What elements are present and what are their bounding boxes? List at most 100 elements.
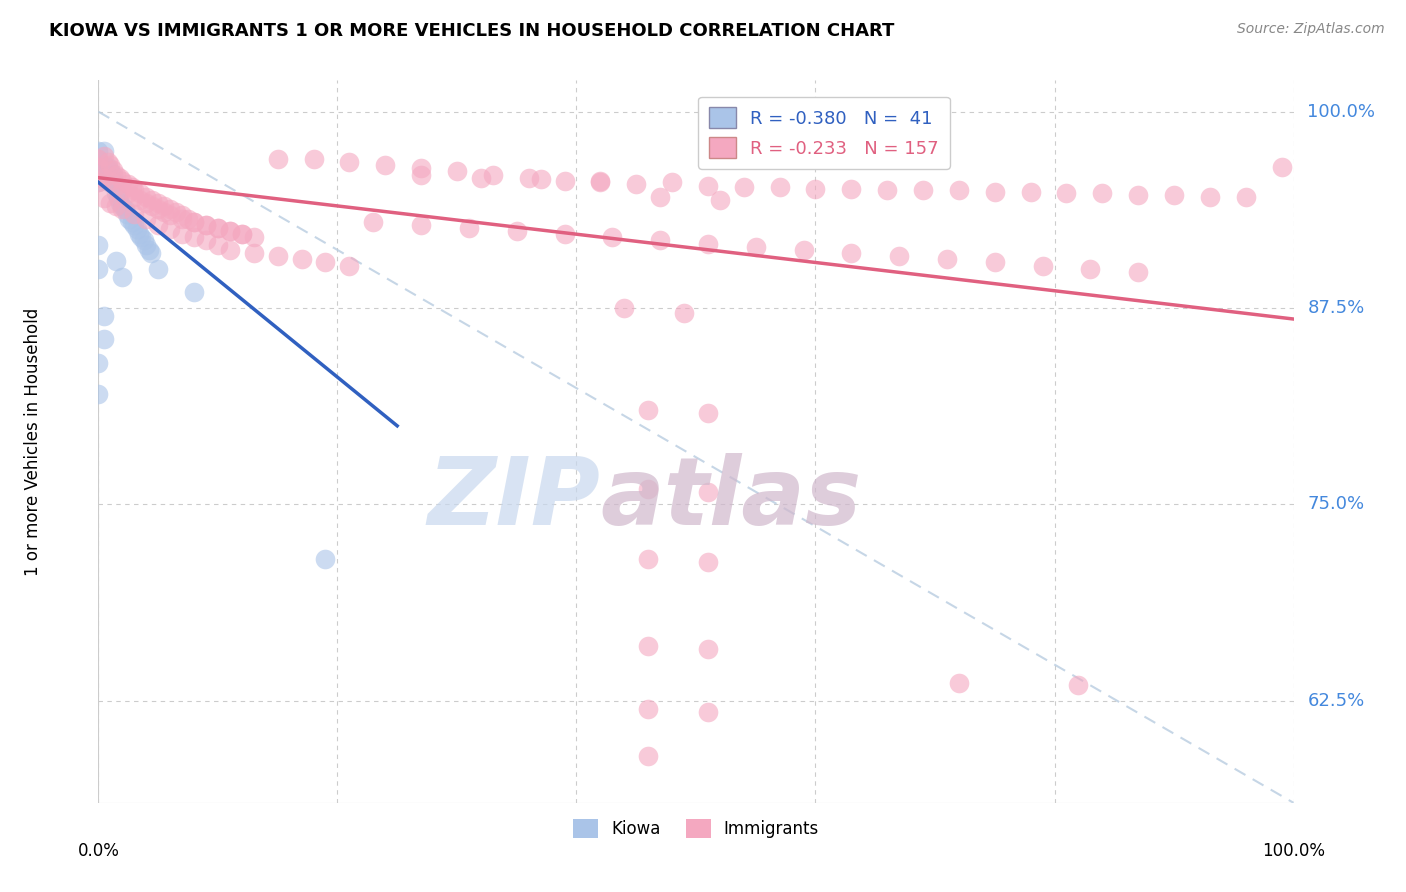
- Point: [108, 170, 131, 185]
- Point: [231, 227, 253, 242]
- Point: [159, 208, 181, 222]
- Point: [177, 211, 200, 226]
- Point: [94, 160, 117, 174]
- Point: [219, 224, 242, 238]
- Point: [697, 178, 720, 193]
- Point: [153, 199, 176, 213]
- Point: [363, 214, 385, 228]
- Point: [124, 218, 146, 232]
- Point: [1128, 265, 1150, 279]
- Point: [697, 705, 720, 719]
- Point: [231, 227, 253, 242]
- Point: [219, 224, 242, 238]
- Point: [637, 482, 659, 496]
- Point: [697, 641, 720, 656]
- Point: [697, 484, 720, 499]
- Point: [626, 177, 648, 191]
- Point: [93, 191, 115, 205]
- Point: [315, 552, 337, 566]
- Point: [889, 249, 911, 263]
- Point: [267, 249, 290, 263]
- Point: [1199, 189, 1222, 203]
- Point: [613, 301, 636, 315]
- Text: 75.0%: 75.0%: [1308, 495, 1365, 514]
- Point: [121, 214, 143, 228]
- Point: [87, 356, 110, 370]
- Point: [87, 175, 110, 189]
- Point: [115, 207, 138, 221]
- Point: [207, 221, 229, 235]
- Point: [148, 218, 170, 232]
- Point: [135, 195, 157, 210]
- Point: [517, 170, 540, 185]
- Text: KIOWA VS IMMIGRANTS 1 OR MORE VEHICLES IN HOUSEHOLD CORRELATION CHART: KIOWA VS IMMIGRANTS 1 OR MORE VEHICLES I…: [49, 22, 894, 40]
- Point: [87, 152, 110, 166]
- Point: [637, 748, 659, 763]
- Point: [98, 175, 122, 189]
- Point: [733, 180, 755, 194]
- Point: [135, 211, 157, 226]
- Point: [661, 175, 683, 189]
- Point: [117, 186, 139, 201]
- Point: [709, 193, 731, 207]
- Point: [506, 224, 529, 238]
- Point: [458, 221, 481, 235]
- Point: [267, 152, 290, 166]
- Point: [97, 160, 120, 174]
- Point: [637, 639, 659, 653]
- Point: [1032, 259, 1054, 273]
- Point: [470, 170, 492, 185]
- Point: [124, 207, 146, 221]
- Text: 0.0%: 0.0%: [77, 842, 120, 860]
- Point: [183, 214, 205, 228]
- Point: [339, 155, 361, 169]
- Point: [139, 246, 162, 260]
- Point: [637, 403, 659, 417]
- Point: [1128, 188, 1150, 202]
- Point: [876, 183, 898, 197]
- Point: [93, 144, 115, 158]
- Point: [793, 243, 815, 257]
- Point: [602, 230, 624, 244]
- Text: 1 or more Vehicles in Household: 1 or more Vehicles in Household: [24, 308, 42, 575]
- Point: [172, 227, 194, 242]
- Point: [948, 676, 970, 690]
- Point: [93, 170, 115, 185]
- Point: [554, 174, 576, 188]
- Point: [183, 214, 205, 228]
- Point: [93, 160, 115, 174]
- Point: [302, 152, 325, 166]
- Point: [673, 306, 696, 320]
- Point: [141, 199, 163, 213]
- Point: [411, 168, 433, 182]
- Point: [207, 238, 229, 252]
- Point: [697, 556, 720, 570]
- Point: [111, 174, 134, 188]
- Point: [117, 177, 139, 191]
- Point: [195, 234, 218, 248]
- Point: [1271, 160, 1294, 174]
- Point: [114, 202, 136, 216]
- Point: [841, 182, 863, 196]
- Text: 87.5%: 87.5%: [1308, 299, 1365, 317]
- Point: [111, 269, 134, 284]
- Point: [243, 246, 266, 260]
- Point: [648, 234, 672, 248]
- Point: [1067, 678, 1090, 692]
- Point: [936, 252, 959, 267]
- Point: [219, 243, 242, 257]
- Point: [87, 168, 110, 182]
- Point: [195, 218, 218, 232]
- Point: [111, 202, 134, 216]
- Point: [339, 259, 361, 273]
- Point: [481, 168, 505, 182]
- Point: [148, 195, 170, 210]
- Point: [153, 205, 176, 219]
- Point: [124, 189, 146, 203]
- Point: [446, 164, 468, 178]
- Point: [148, 202, 170, 216]
- Point: [105, 168, 128, 182]
- Point: [1019, 185, 1042, 199]
- Point: [129, 186, 152, 201]
- Point: [1163, 188, 1185, 202]
